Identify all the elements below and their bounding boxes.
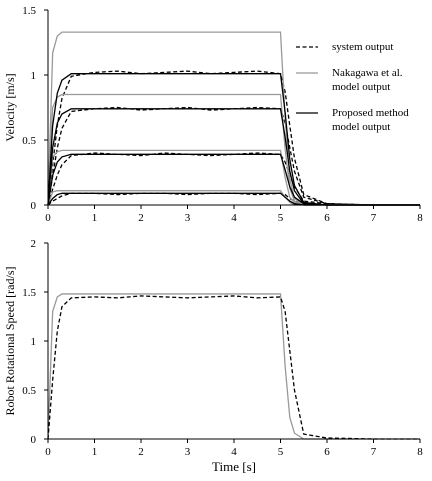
y-tick-label: 0.5 [22, 385, 36, 397]
series-line [47, 152, 420, 206]
x-tick-label: 5 [278, 446, 284, 458]
legend-label: system output [332, 41, 394, 53]
x-tick-label: 7 [371, 212, 377, 224]
y-tick-label: 1 [31, 70, 37, 82]
y-axis-label: Velocity [m/s] [3, 73, 17, 141]
y-tick-label: 1 [31, 336, 37, 348]
legend-swatch [296, 112, 318, 114]
x-tick-label: 1 [92, 212, 98, 224]
series-line [47, 73, 420, 206]
x-tick-label: 8 [417, 212, 423, 224]
x-tick-label: 3 [185, 446, 191, 458]
x-tick-label: 8 [417, 446, 423, 458]
legend-item: Nakagawa et al. model output [296, 66, 420, 94]
y-axis-label: Robot Rotational Speed [rad/s] [3, 267, 17, 416]
x-axis-label: Time [s] [212, 459, 256, 474]
legend-swatch [296, 46, 318, 48]
legend: system output Nakagawa et al. model outpu… [296, 40, 420, 146]
y-tick-label: 1.5 [22, 5, 36, 17]
series-line [47, 153, 420, 206]
x-tick-label: 0 [45, 446, 51, 458]
series-line [47, 106, 420, 206]
series-line [47, 293, 420, 440]
series-line [47, 31, 420, 206]
x-tick-label: 5 [278, 212, 284, 224]
x-tick-label: 3 [185, 212, 191, 224]
x-tick-label: 7 [371, 446, 377, 458]
x-tick-label: 0 [45, 212, 51, 224]
series-line [47, 70, 420, 206]
x-tick-label: 4 [231, 212, 237, 224]
legend-item: Proposed method model output [296, 106, 420, 134]
y-tick-label: 2 [31, 238, 37, 250]
x-tick-label: 2 [138, 212, 144, 224]
series-line [47, 108, 420, 206]
x-tick-label: 4 [231, 446, 237, 458]
x-tick-label: 2 [138, 446, 144, 458]
x-tick-label: 6 [324, 212, 330, 224]
x-tick-label: 6 [324, 446, 330, 458]
x-tick-label: 1 [92, 446, 98, 458]
series-line [47, 93, 420, 206]
series-line [47, 295, 420, 440]
y-tick-label: 0 [31, 434, 37, 446]
legend-label: Proposed method model output [332, 107, 409, 133]
series-line [47, 192, 420, 206]
legend-label: Nakagawa et al. model output [332, 67, 403, 93]
series-line [47, 192, 420, 206]
legend-swatch [296, 72, 318, 74]
series-line [47, 149, 420, 206]
legend-item: system output [296, 40, 420, 54]
y-tick-label: 1.5 [22, 287, 36, 299]
y-tick-label: 0.5 [22, 135, 36, 147]
y-tick-label: 0 [31, 200, 37, 212]
